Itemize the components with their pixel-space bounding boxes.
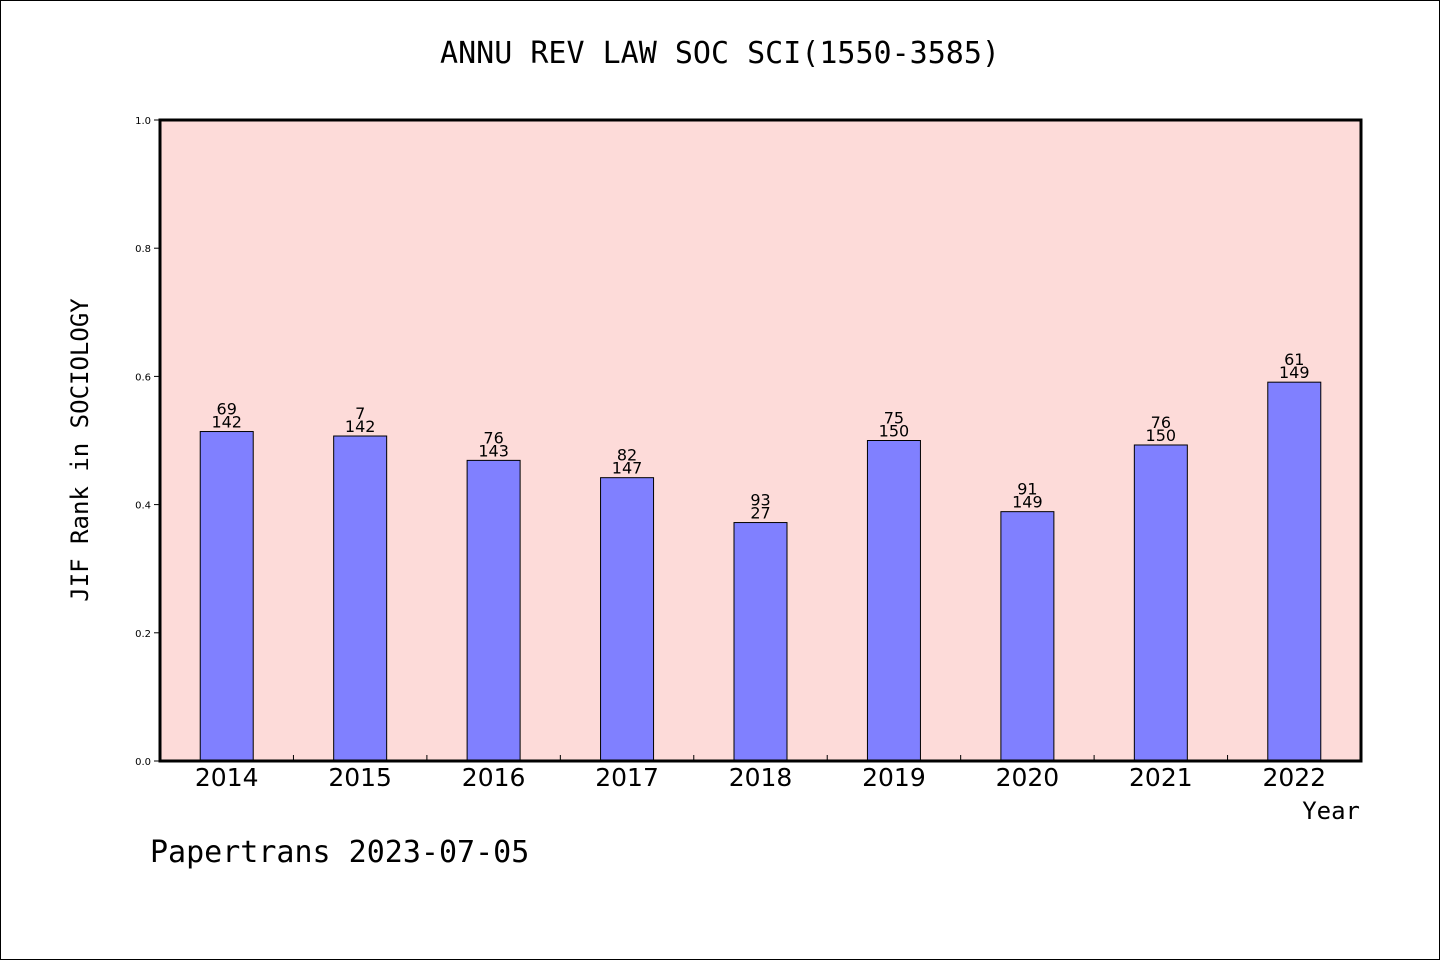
x-tick-label: 2019 [862, 763, 926, 792]
bar [466, 459, 521, 762]
bar [199, 431, 254, 762]
plot-border [158, 118, 1363, 763]
data-label-rank: 76 [1151, 413, 1171, 432]
x-tick-label: 2020 [996, 763, 1060, 792]
data-label-total: 149 [1012, 493, 1043, 512]
data-label-total: 149 [1279, 363, 1310, 382]
bar [333, 435, 388, 762]
bar [600, 477, 655, 762]
y-tick-label: 1.0 [135, 116, 151, 127]
data-label-total: 150 [879, 422, 910, 441]
chart-title: ANNU REV LAW SOC SCI(1550-3585) [440, 36, 1000, 71]
data-label-total: 27 [750, 504, 770, 523]
x-tick-label: 2021 [1129, 763, 1193, 792]
data-label-total: 147 [612, 459, 643, 478]
data-label-total: 150 [1146, 426, 1177, 445]
y-tick-label: 0.2 [135, 629, 151, 640]
y-tick-label: 0.0 [135, 757, 151, 768]
data-label-total: 142 [345, 417, 376, 436]
x-tick-label: 2022 [1262, 763, 1326, 792]
bar [1000, 511, 1055, 762]
data-label-rank: 69 [217, 400, 237, 419]
bar [733, 522, 788, 762]
data-label-rank: 7 [355, 404, 365, 423]
y-tick-label: 0.8 [135, 244, 151, 255]
data-label-rank: 75 [884, 409, 904, 428]
data-label-rank: 82 [617, 446, 637, 465]
bar [866, 440, 921, 762]
data-label-rank: 93 [750, 491, 770, 510]
footer-credit: Papertrans 2023-07-05 [150, 835, 530, 870]
x-tick-label: 2016 [462, 763, 526, 792]
x-tick-label: 2014 [195, 763, 259, 792]
x-tick-label: 2017 [595, 763, 659, 792]
y-tick-label: 0.6 [135, 372, 151, 383]
x-tick-label: 2015 [328, 763, 392, 792]
bar [1267, 381, 1322, 762]
data-label-rank: 61 [1284, 350, 1304, 369]
x-axis-label: Year [1302, 797, 1360, 825]
data-label-total: 143 [478, 441, 509, 460]
x-tick-label: 2018 [729, 763, 793, 792]
bar [1133, 444, 1188, 762]
data-label-total: 142 [211, 413, 242, 432]
y-tick-label: 0.4 [135, 501, 151, 512]
data-label-rank: 76 [483, 428, 503, 447]
data-label-rank: 91 [1017, 480, 1037, 499]
